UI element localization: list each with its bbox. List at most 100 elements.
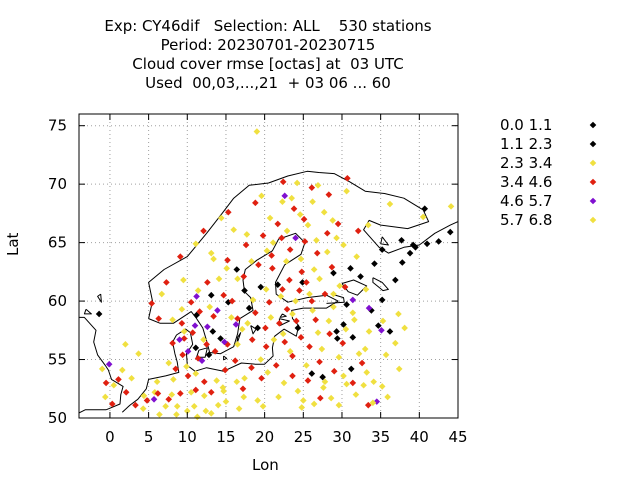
data-point-series-3 — [248, 364, 255, 372]
data-point-series-0 — [423, 240, 431, 248]
chart-title-line-2: Period: 20230701-20230715 — [160, 36, 376, 54]
data-point-series-3 — [210, 312, 217, 320]
data-point-series-2 — [219, 384, 227, 391]
y-axis-label: Lat — [4, 232, 22, 256]
data-point-series-0 — [224, 298, 232, 306]
coastline-segment — [279, 313, 287, 318]
data-point-series-4 — [176, 336, 183, 343]
data-point-series-3 — [358, 359, 366, 367]
data-point-series-2 — [194, 413, 201, 421]
data-point-series-3 — [200, 227, 207, 235]
coastline-segment — [236, 332, 242, 345]
data-point-series-2 — [310, 266, 318, 273]
data-point-series-2 — [365, 328, 373, 335]
data-point-series-3 — [165, 395, 173, 403]
data-point-series-3 — [148, 300, 156, 307]
coastline-segment — [148, 170, 458, 319]
axis-ticks: 0 5 10 15 20 25 30 35 40 45 50 55 60 65 70 75 — [48, 114, 468, 446]
data-point-series-3 — [143, 397, 151, 404]
data-point-series-2 — [364, 221, 372, 229]
data-point-series-0 — [378, 246, 386, 253]
data-point-series-2 — [395, 310, 402, 318]
data-point-series-2 — [333, 234, 340, 242]
x-tick-label: 35 — [371, 428, 390, 446]
data-point-series-5 — [220, 387, 227, 395]
data-point-series-2 — [320, 208, 328, 216]
data-point-series-3 — [155, 315, 162, 322]
data-point-series-2 — [110, 381, 118, 389]
data-point-series-5 — [384, 393, 391, 401]
data-point-series-2 — [306, 290, 313, 298]
data-point-series-3 — [207, 388, 215, 396]
data-point-series-5 — [300, 397, 307, 404]
data-point-series-2 — [201, 392, 208, 400]
data-point-series-2 — [303, 362, 310, 369]
data-point-series-3 — [286, 276, 293, 284]
legend-marker — [589, 121, 597, 129]
data-point-series-2 — [173, 411, 180, 418]
data-point-series-0 — [412, 243, 419, 251]
data-point-series-5 — [369, 399, 377, 407]
data-point-series-3 — [303, 279, 310, 286]
coastline-segment — [326, 293, 345, 304]
data-point-series-2 — [343, 380, 350, 388]
data-point-series-1 — [299, 279, 306, 286]
coastline-segment — [372, 277, 389, 292]
data-point-series-2 — [249, 296, 257, 304]
data-point-series-2 — [309, 198, 316, 205]
data-point-series-3 — [228, 297, 236, 305]
data-point-series-0 — [340, 321, 347, 328]
y-tick-label: 70 — [48, 175, 67, 193]
data-point-series-3 — [364, 401, 372, 409]
data-point-series-2 — [292, 297, 299, 305]
data-point-series-3 — [248, 336, 256, 343]
data-point-series-2 — [314, 329, 322, 336]
data-point-series-2 — [234, 341, 241, 348]
data-point-series-1 — [241, 287, 248, 294]
data-point-series-2 — [235, 405, 243, 412]
data-point-series-2 — [178, 305, 186, 313]
data-point-series-1 — [245, 304, 253, 312]
data-point-series-3 — [252, 309, 259, 317]
data-point-series-4 — [214, 307, 221, 314]
data-point-series-3 — [269, 265, 276, 272]
x-tick-label: 45 — [448, 428, 467, 446]
data-point-series-0 — [343, 301, 350, 308]
data-point-series-3 — [163, 279, 170, 286]
data-point-series-3 — [204, 279, 211, 286]
data-point-series-3 — [323, 229, 331, 237]
data-point-series-2 — [293, 179, 301, 187]
data-point-series-0 — [392, 276, 399, 284]
data-point-series-4 — [365, 304, 373, 312]
data-point-series-2 — [340, 241, 347, 249]
data-point-series-2 — [206, 303, 214, 311]
data-point-series-5 — [351, 316, 358, 324]
data-point-series-2 — [323, 248, 331, 256]
data-point-series-3 — [317, 394, 324, 402]
data-point-series-3 — [192, 386, 200, 394]
data-point-series-0 — [409, 241, 417, 249]
data-point-series-2 — [352, 391, 360, 398]
data-point-series-4 — [221, 338, 228, 346]
x-tick-label: 30 — [332, 428, 351, 446]
data-point-series-2 — [304, 221, 312, 229]
coastline-segment — [64, 395, 68, 399]
data-point-series-2 — [135, 350, 142, 357]
data-point-series-3 — [297, 334, 305, 341]
data-point-series-3 — [349, 379, 357, 387]
data-point-series-2 — [140, 392, 148, 400]
data-point-series-2 — [207, 249, 215, 257]
data-point-series-3 — [231, 357, 239, 365]
data-point-series-2 — [215, 275, 223, 283]
data-point-series-3 — [308, 297, 316, 305]
data-point-series-2 — [183, 363, 190, 370]
data-point-series-5 — [340, 372, 347, 380]
data-point-series-3 — [108, 400, 116, 408]
data-point-series-2 — [447, 203, 455, 210]
coastline-segment — [223, 355, 228, 361]
coastline-segment — [121, 232, 339, 413]
coastline-segment — [250, 325, 257, 335]
data-point-series-3 — [279, 178, 287, 186]
